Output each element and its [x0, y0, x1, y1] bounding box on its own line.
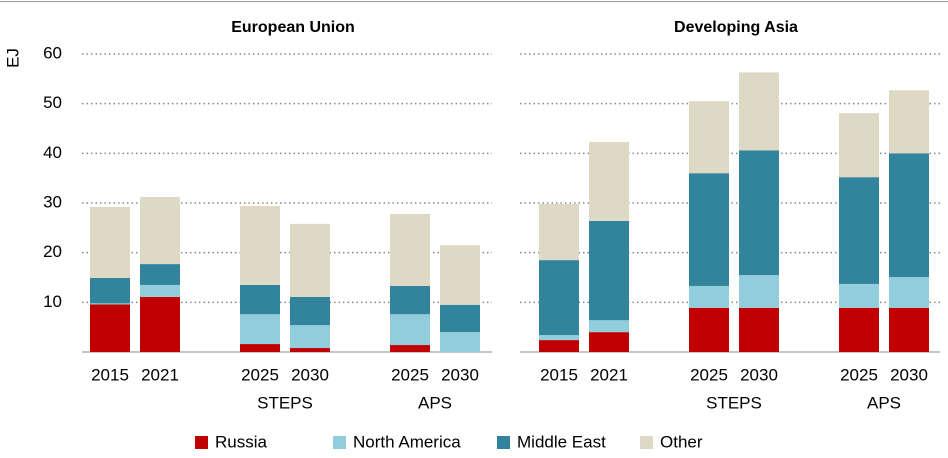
bar-segment	[140, 197, 180, 265]
bar-segment	[889, 153, 929, 278]
bar-segment	[390, 213, 430, 286]
bar-segment	[140, 264, 180, 285]
x-tick-label: 2030	[441, 365, 479, 384]
bar-segment	[589, 320, 629, 333]
bar-segment	[440, 304, 480, 333]
legend-label: Middle East	[517, 432, 606, 451]
bar-segment	[589, 141, 629, 221]
legend-swatch	[333, 436, 346, 449]
bar-segment	[839, 113, 879, 178]
x-tick-label: 2030	[291, 365, 329, 384]
bar-segment	[739, 275, 779, 308]
y-tick-label: 20	[43, 242, 62, 261]
bar-segment	[240, 344, 280, 352]
bar-segment	[240, 284, 280, 315]
x-tick-label: 2030	[740, 365, 778, 384]
x-tick-label: 2025	[690, 365, 728, 384]
bar-segment	[240, 314, 280, 345]
group-label: STEPS	[257, 393, 313, 412]
bar-segment	[539, 340, 579, 352]
y-tick-label: 30	[43, 192, 62, 211]
bar-segment	[539, 203, 579, 261]
bar-segment	[839, 307, 879, 352]
bar-segment	[390, 345, 430, 352]
x-tick-label: 2015	[540, 365, 578, 384]
bar-segment	[539, 335, 579, 341]
bar-segment	[889, 307, 929, 352]
x-tick-label: 2030	[890, 365, 928, 384]
group-label: APS	[867, 393, 901, 412]
x-tick-label: 2021	[590, 365, 628, 384]
bar-segment	[290, 223, 330, 297]
x-tick-label: 2025	[241, 365, 279, 384]
bar-segment	[839, 283, 879, 308]
bar-segment	[889, 277, 929, 308]
bar-segment	[739, 150, 779, 276]
bar-segment	[689, 101, 729, 174]
y-tick-label: 60	[43, 43, 62, 62]
bar-segment	[140, 284, 180, 297]
group-label: STEPS	[706, 393, 762, 412]
bar-segment	[589, 332, 629, 352]
legend-swatch	[195, 436, 208, 449]
bar-segment	[290, 325, 330, 349]
panel-title: Developing Asia	[674, 19, 798, 36]
legend-label: Other	[660, 432, 703, 451]
bar-segment	[290, 348, 330, 352]
bar-segment	[589, 220, 629, 321]
x-tick-label: 2025	[840, 365, 878, 384]
legend-label: Russia	[215, 432, 268, 451]
x-tick-label: 2015	[91, 365, 129, 384]
x-tick-label: 2021	[141, 365, 179, 384]
bar-segment	[689, 307, 729, 352]
bar-segment	[839, 177, 879, 284]
y-axis-label: EJ	[3, 48, 22, 68]
legend-label: North America	[353, 432, 461, 451]
group-label: APS	[418, 393, 452, 412]
bar-segment	[90, 206, 130, 278]
bar-segment	[90, 303, 130, 305]
y-tick-label: 50	[43, 93, 62, 112]
bar-segment	[689, 173, 729, 286]
legend-swatch	[640, 436, 653, 449]
y-tick-label: 40	[43, 143, 62, 162]
bar-segment	[90, 304, 130, 352]
bar-segment	[90, 277, 130, 304]
panel-title: European Union	[231, 19, 355, 36]
bar-segment	[140, 296, 180, 352]
bar-segment	[440, 332, 480, 352]
bar-segment	[440, 245, 480, 305]
bar-segment	[390, 314, 430, 346]
bar-segment	[539, 260, 579, 336]
x-tick-label: 2025	[391, 365, 429, 384]
y-tick-label: 10	[43, 292, 62, 311]
bar-segment	[739, 72, 779, 151]
bar-segment	[390, 285, 430, 315]
bar-segment	[739, 307, 779, 352]
bar-segment	[889, 90, 929, 154]
bar-segment	[290, 296, 330, 326]
bar-segment	[689, 285, 729, 308]
legend-swatch	[497, 436, 510, 449]
bar-segment	[240, 205, 280, 285]
